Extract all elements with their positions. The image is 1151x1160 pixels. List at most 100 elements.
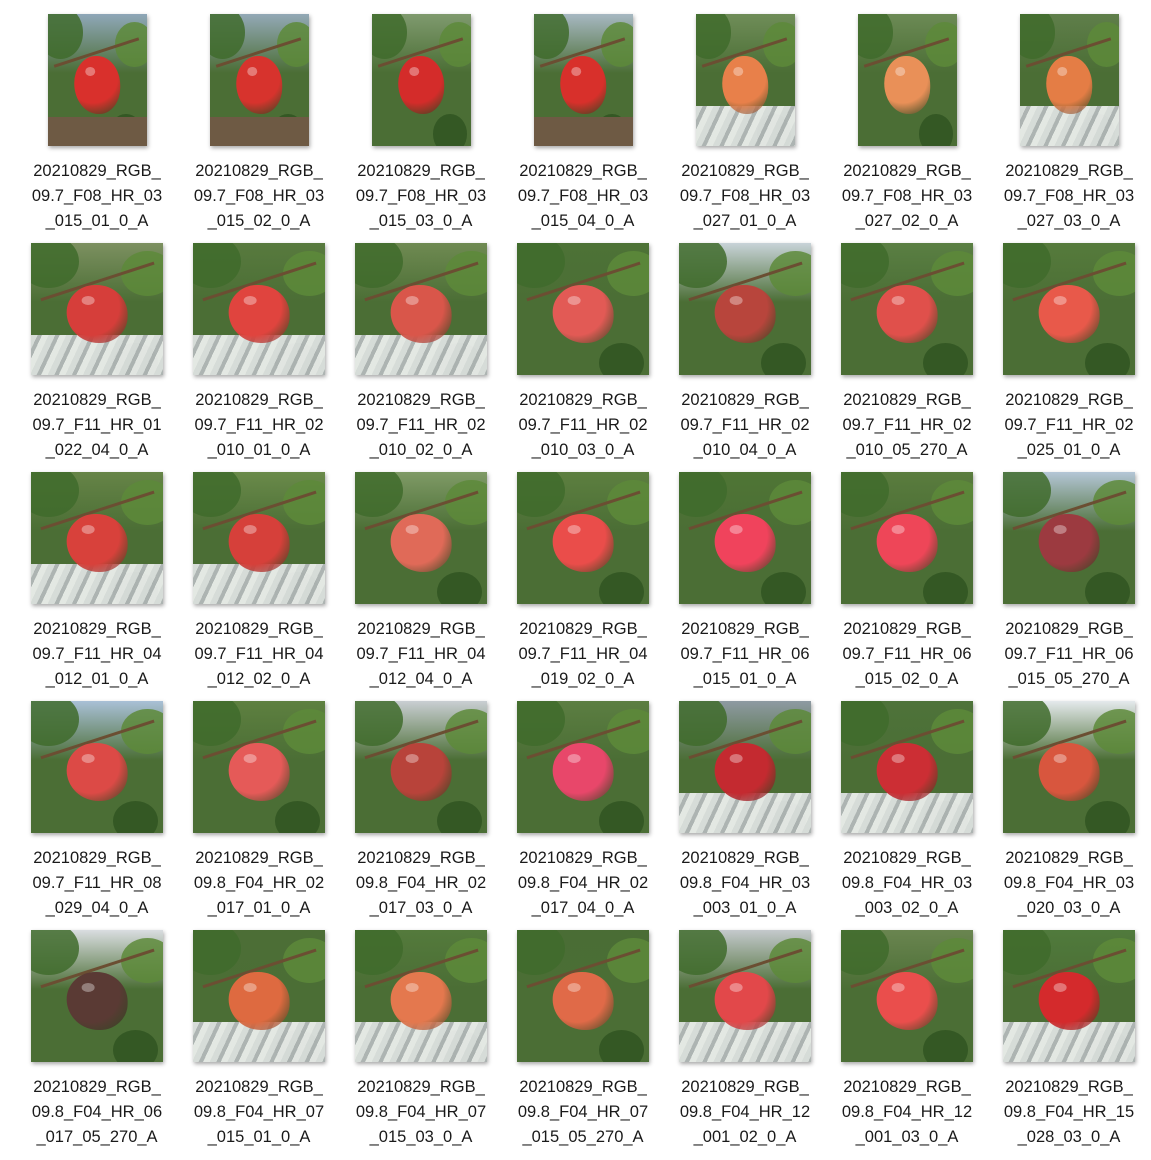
apple-photo-thumbnail[interactable] <box>679 243 811 375</box>
apple-fruit <box>228 514 290 573</box>
file-item[interactable]: 20210829_RGB_ 09.8_F04_HR_02 _017_01_0_A <box>178 691 340 920</box>
file-item[interactable]: 20210829_RGB_ 09.8_F04_HR_02 _017_03_0_A <box>340 691 502 920</box>
apple-photo-thumbnail[interactable] <box>193 701 325 833</box>
apple-photo-thumbnail[interactable] <box>533 14 633 146</box>
file-name-line: 09.7_F11_HR_02 <box>1004 416 1134 434</box>
file-item[interactable]: 20210829_RGB_ 09.7_F08_HR_03 _027_01_0_A <box>664 4 826 233</box>
apple-photo-thumbnail[interactable] <box>355 701 487 833</box>
file-item[interactable]: 20210829_RGB_ 09.7_F11_HR_01 _022_04_0_A <box>16 233 178 462</box>
file-item[interactable]: 20210829_RGB_ 09.7_F08_HR_03 _015_01_0_A <box>16 4 178 233</box>
file-item[interactable]: 20210829_RGB_ 09.7_F08_HR_03 _027_02_0_A <box>826 4 988 233</box>
file-item[interactable]: 20210829_RGB_ 09.7_F11_HR_02 _010_04_0_A <box>664 233 826 462</box>
file-item[interactable]: 20210829_RGB_ 09.7_F08_HR_03 _015_03_0_A <box>340 4 502 233</box>
file-name-label: 20210829_RGB_ 09.7_F11_HR_06 _015_05_270_A <box>988 617 1150 692</box>
file-item[interactable]: 20210829_RGB_ 09.7_F11_HR_06 _015_01_0_A <box>664 462 826 691</box>
file-item[interactable]: 20210829_RGB_ 09.8_F04_HR_07 _015_05_270_A <box>502 920 664 1149</box>
file-item[interactable]: 20210829_RGB_ 09.8_F04_HR_12 _001_03_0_A <box>826 920 988 1149</box>
file-thumbnail-grid: 20210829_RGB_ 09.7_F08_HR_03 _015_01_0_A 20… <box>16 4 1150 1149</box>
apple-photo-thumbnail[interactable] <box>47 14 147 146</box>
file-item[interactable]: 20210829_RGB_ 09.7_F11_HR_02 _010_02_0_A <box>340 233 502 462</box>
apple-fruit <box>390 514 452 573</box>
file-item[interactable]: 20210829_RGB_ 09.8_F04_HR_06 _017_05_270_A <box>16 920 178 1149</box>
thumbnail-frame <box>16 12 178 148</box>
file-name-line: _015_05_270_A <box>522 1128 644 1146</box>
apple-fruit <box>876 972 938 1031</box>
apple-photo-thumbnail[interactable] <box>371 14 471 146</box>
file-item[interactable]: 20210829_RGB_ 09.7_F11_HR_04 _012_04_0_A <box>340 462 502 691</box>
file-item[interactable]: 20210829_RGB_ 09.7_F11_HR_02 _025_01_0_A <box>988 233 1150 462</box>
apple-photo-thumbnail[interactable] <box>679 930 811 1062</box>
apple-fruit <box>398 56 444 115</box>
leaf-shape <box>1084 343 1130 375</box>
file-item[interactable]: 20210829_RGB_ 09.7_F08_HR_03 _027_03_0_A <box>988 4 1150 233</box>
apple-photo-thumbnail[interactable] <box>841 701 973 833</box>
apple-photo-thumbnail[interactable] <box>31 472 163 604</box>
file-name-line: _015_02_0_A <box>207 212 311 230</box>
apple-photo-thumbnail[interactable] <box>355 243 487 375</box>
file-name-line: 20210829_RGB_ <box>681 391 809 409</box>
file-item[interactable]: 20210829_RGB_ 09.7_F11_HR_06 _015_05_270_A <box>988 462 1150 691</box>
file-item[interactable]: 20210829_RGB_ 09.8_F04_HR_12 _001_02_0_A <box>664 920 826 1149</box>
file-item[interactable]: 20210829_RGB_ 09.8_F04_HR_07 _015_01_0_A <box>178 920 340 1149</box>
apple-fruit <box>560 56 606 115</box>
file-item[interactable]: 20210829_RGB_ 09.7_F11_HR_06 _015_02_0_A <box>826 462 988 691</box>
file-item[interactable]: 20210829_RGB_ 09.7_F08_HR_03 _015_02_0_A <box>178 4 340 233</box>
apple-photo-thumbnail[interactable] <box>1003 930 1135 1062</box>
file-item[interactable]: 20210829_RGB_ 09.7_F11_HR_04 _012_02_0_A <box>178 462 340 691</box>
leaf-shape <box>606 708 649 754</box>
file-item[interactable]: 20210829_RGB_ 09.7_F11_HR_02 _010_05_270_A <box>826 233 988 462</box>
apple-photo-thumbnail[interactable] <box>679 472 811 604</box>
file-item[interactable]: 20210829_RGB_ 09.7_F08_HR_03 _015_04_0_A <box>502 4 664 233</box>
apple-photo-thumbnail[interactable] <box>857 14 957 146</box>
leaf-shape <box>444 479 487 525</box>
apple-photo-thumbnail[interactable] <box>31 701 163 833</box>
file-name-line: 09.7_F08_HR_03 <box>355 187 487 205</box>
apple-photo-thumbnail[interactable] <box>517 930 649 1062</box>
file-name-line: 20210829_RGB_ <box>195 849 323 867</box>
leaf-shape <box>282 708 325 754</box>
apple-photo-thumbnail[interactable] <box>1003 701 1135 833</box>
apple-photo-thumbnail[interactable] <box>355 930 487 1062</box>
file-item[interactable]: 20210829_RGB_ 09.7_F11_HR_08 _029_04_0_A <box>16 691 178 920</box>
file-name-line: _001_03_0_A <box>855 1128 959 1146</box>
apple-photo-thumbnail[interactable] <box>841 243 973 375</box>
file-name-line: 20210829_RGB_ <box>33 391 161 409</box>
file-item[interactable]: 20210829_RGB_ 09.8_F04_HR_03 _003_02_0_A <box>826 691 988 920</box>
apple-photo-thumbnail[interactable] <box>209 14 309 146</box>
apple-photo-thumbnail[interactable] <box>517 243 649 375</box>
file-item[interactable]: 20210829_RGB_ 09.8_F04_HR_03 _020_03_0_A <box>988 691 1150 920</box>
apple-photo-thumbnail[interactable] <box>1003 243 1135 375</box>
file-item[interactable]: 20210829_RGB_ 09.7_F11_HR_04 _012_01_0_A <box>16 462 178 691</box>
apple-photo-thumbnail[interactable] <box>679 701 811 833</box>
file-item[interactable]: 20210829_RGB_ 09.7_F11_HR_02 _010_01_0_A <box>178 233 340 462</box>
file-item[interactable]: 20210829_RGB_ 09.8_F04_HR_03 _003_01_0_A <box>664 691 826 920</box>
apple-photo-thumbnail[interactable] <box>355 472 487 604</box>
apple-photo-thumbnail[interactable] <box>841 472 973 604</box>
thumbnail-frame <box>16 699 178 835</box>
file-item[interactable]: 20210829_RGB_ 09.8_F04_HR_07 _015_03_0_A <box>340 920 502 1149</box>
thumbnail-frame <box>502 241 664 377</box>
file-item[interactable]: 20210829_RGB_ 09.7_F11_HR_02 _010_03_0_A <box>502 233 664 462</box>
apple-fruit <box>876 285 938 344</box>
thumbnail-frame <box>16 928 178 1064</box>
apple-photo-thumbnail[interactable] <box>517 472 649 604</box>
file-name-line: 09.7_F11_HR_02 <box>356 416 486 434</box>
apple-photo-thumbnail[interactable] <box>841 930 973 1062</box>
file-name-line: 20210829_RGB_ <box>843 391 971 409</box>
apple-photo-thumbnail[interactable] <box>193 472 325 604</box>
apple-photo-thumbnail[interactable] <box>31 243 163 375</box>
apple-photo-thumbnail[interactable] <box>31 930 163 1062</box>
thumbnail-frame <box>502 928 664 1064</box>
apple-photo-thumbnail[interactable] <box>695 14 795 146</box>
file-item[interactable]: 20210829_RGB_ 09.7_F11_HR_04 _019_02_0_A <box>502 462 664 691</box>
apple-photo-thumbnail[interactable] <box>1019 14 1119 146</box>
apple-photo-thumbnail[interactable] <box>193 930 325 1062</box>
apple-photo-thumbnail[interactable] <box>1003 472 1135 604</box>
file-name-line: 09.8_F04_HR_03 <box>679 874 811 892</box>
apple-fruit <box>66 514 128 573</box>
file-item[interactable]: 20210829_RGB_ 09.8_F04_HR_15 _028_03_0_A <box>988 920 1150 1149</box>
file-item[interactable]: 20210829_RGB_ 09.8_F04_HR_02 _017_04_0_A <box>502 691 664 920</box>
apple-photo-thumbnail[interactable] <box>193 243 325 375</box>
apple-fruit <box>876 743 938 802</box>
apple-photo-thumbnail[interactable] <box>517 701 649 833</box>
